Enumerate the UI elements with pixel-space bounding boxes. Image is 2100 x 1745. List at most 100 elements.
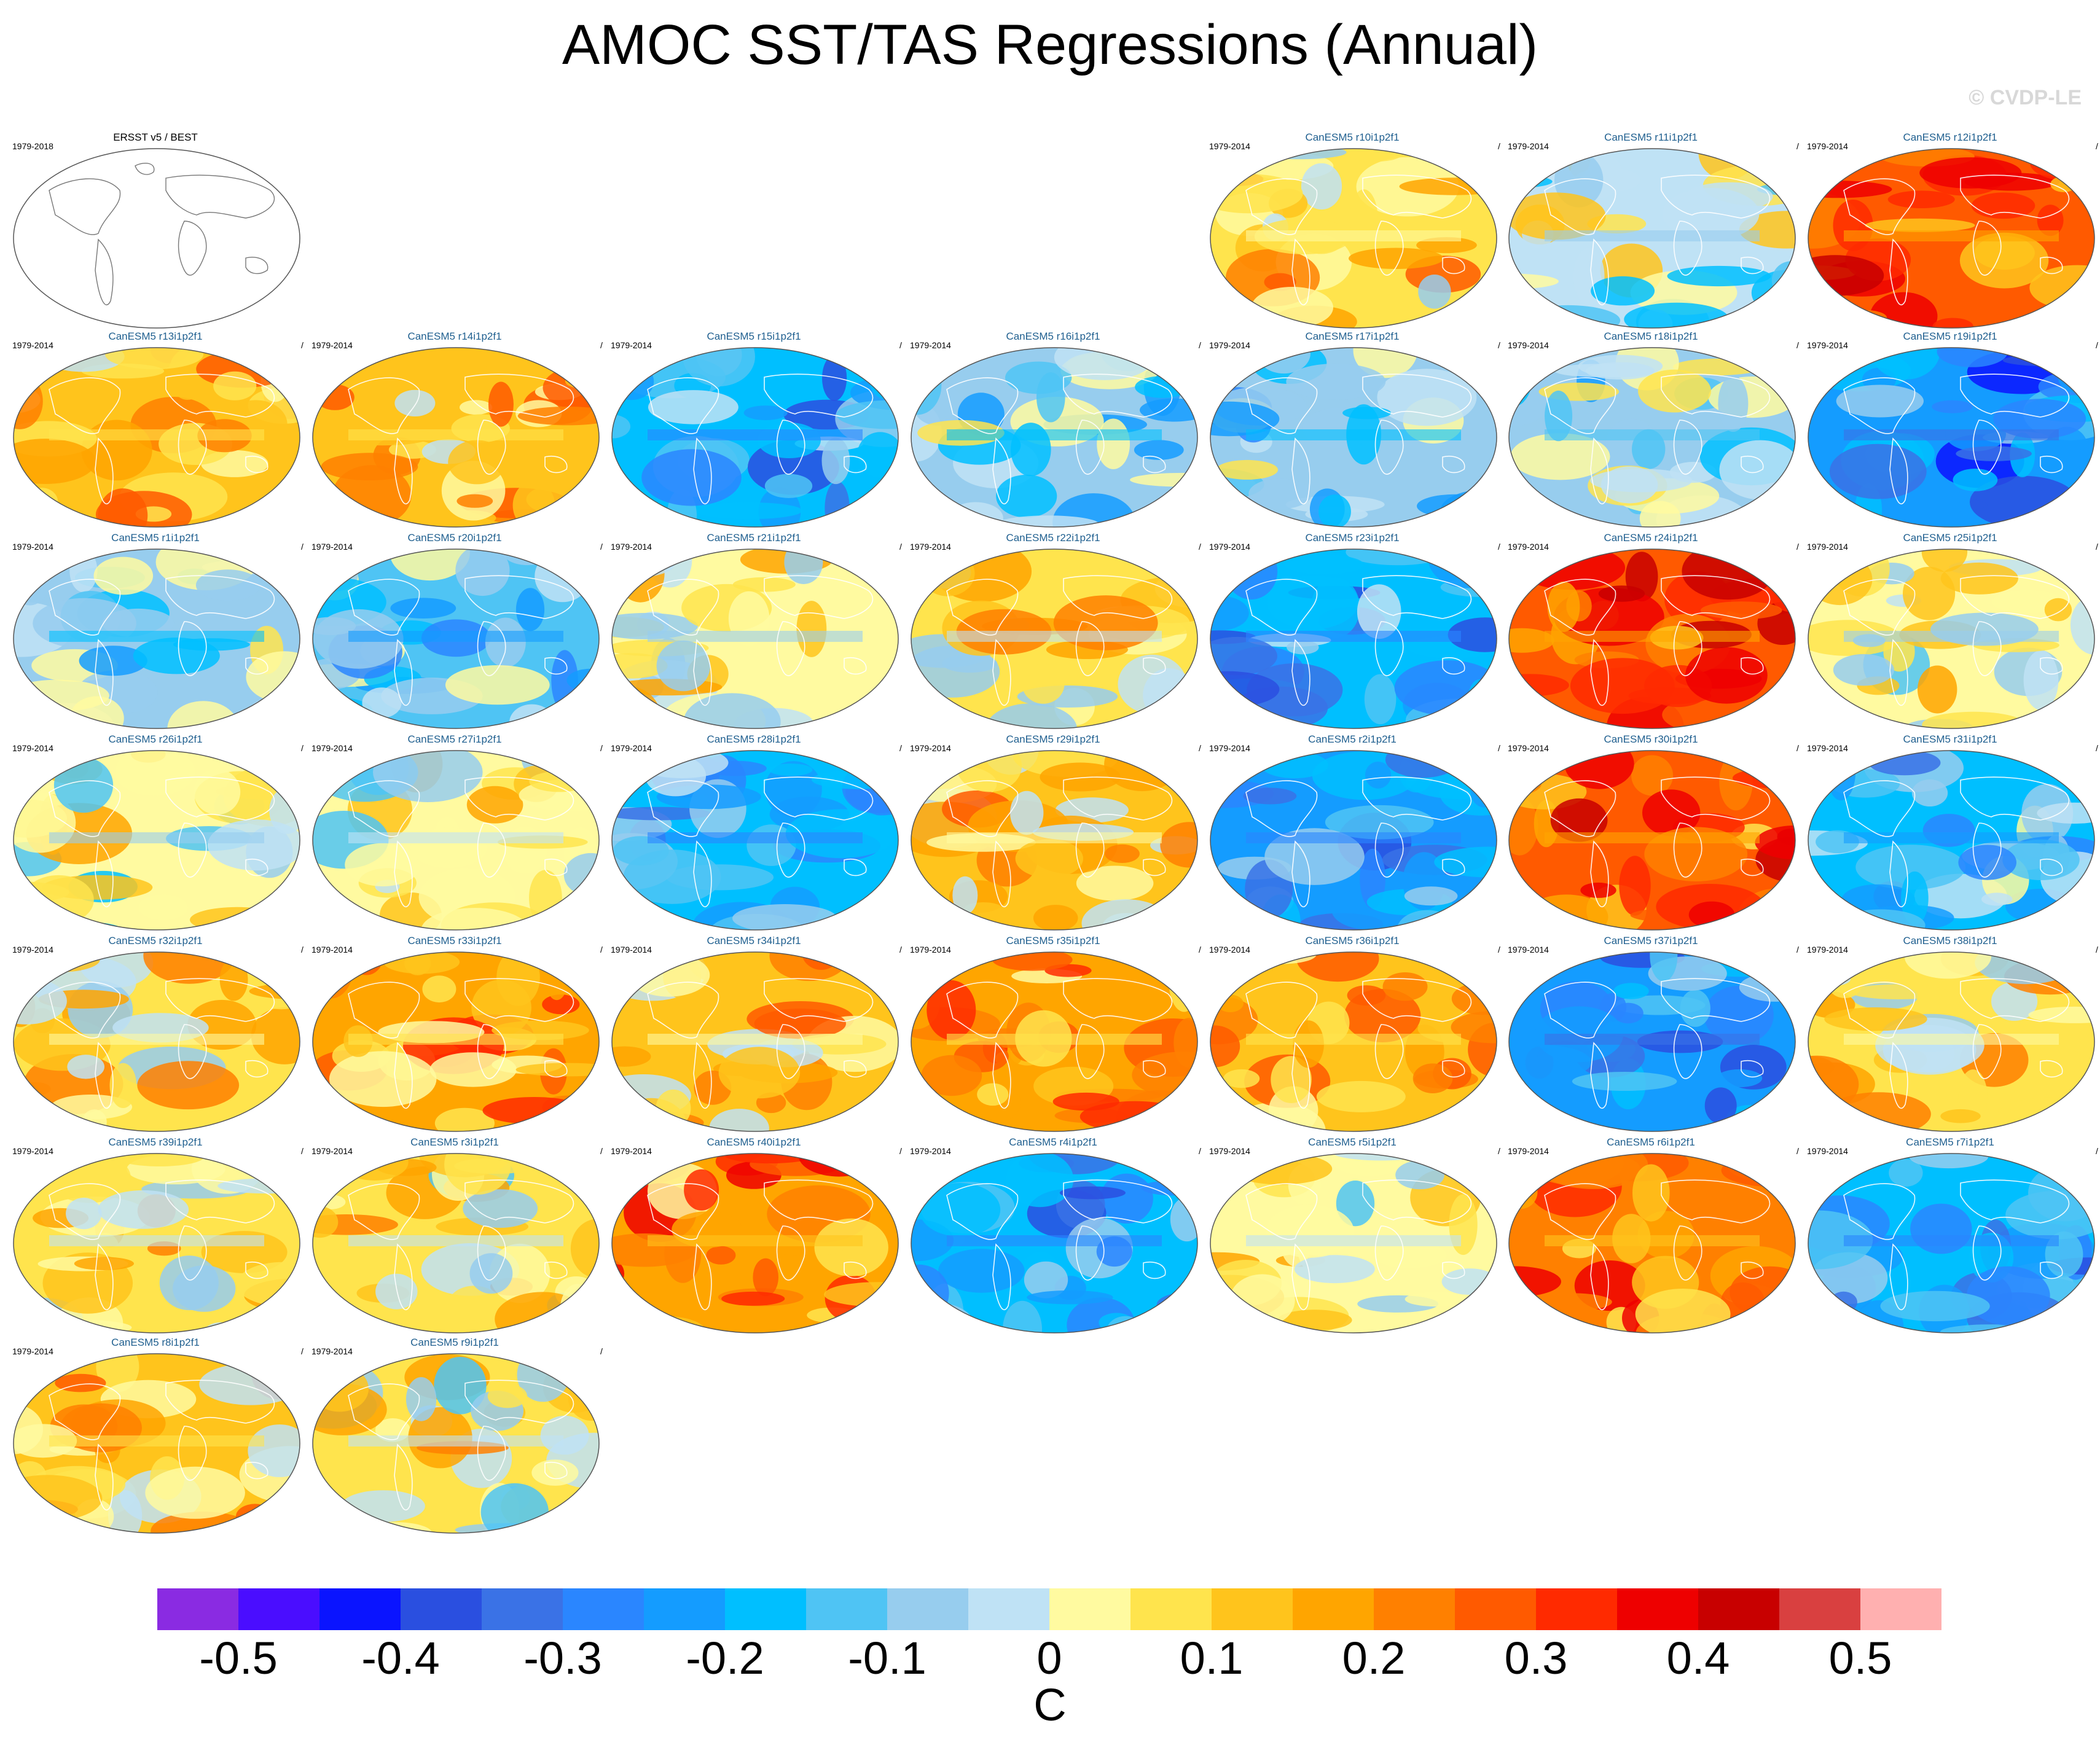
panel-title: CanESM5 r28i1p2f1 xyxy=(707,733,801,745)
anomaly-blob xyxy=(1461,1169,1497,1185)
anomaly-blob xyxy=(2070,595,2094,655)
period-label: 1979-2014 xyxy=(611,340,652,350)
colorbar-tick-label: -0.5 xyxy=(199,1633,278,1684)
anomaly-blob xyxy=(683,693,781,728)
coastlines xyxy=(1544,978,1771,1109)
globe-outline xyxy=(13,951,300,1132)
maps-grid: 1979-2018 ERSST v5 / BEST 1979-2014 CanES… xyxy=(6,129,2099,1534)
panel-title: CanESM5 r15i1p2f1 xyxy=(707,330,801,342)
map-panel: 1979-2014 CanESM5 r10i1p2f1 / xyxy=(1203,129,1502,332)
period-label: 1979-2014 xyxy=(1807,340,1848,350)
coastlines xyxy=(49,978,275,1109)
anomaly-blob xyxy=(213,371,257,400)
equatorial-band xyxy=(49,631,264,642)
colorbar-tick-label: 0.3 xyxy=(1504,1633,1568,1684)
panel-title: CanESM5 r17i1p2f1 xyxy=(1305,330,1400,342)
anomaly-blob xyxy=(1685,182,1773,211)
coastlines xyxy=(49,373,275,505)
anomaly-blob xyxy=(1318,494,1351,527)
equatorial-band xyxy=(49,1034,264,1045)
colorbar-swatch xyxy=(1860,1588,1941,1630)
anomaly-blob xyxy=(1353,348,1418,378)
anomaly-blob xyxy=(1301,163,1342,210)
anomaly-blob xyxy=(1598,585,1645,602)
map-panel: 1979-2014 CanESM5 r23i1p2f1 / xyxy=(1203,529,1502,732)
anomaly-blob xyxy=(1377,369,1477,426)
period-label: 1979-2014 xyxy=(611,1146,652,1156)
anomaly-blob xyxy=(232,550,300,563)
period-label: 1979-2014 xyxy=(611,945,652,954)
globe-outline xyxy=(1808,951,2095,1132)
anomaly-blob xyxy=(641,449,742,506)
equatorial-band xyxy=(1246,631,1461,642)
anomaly-blob xyxy=(1316,1080,1406,1112)
panel-title: CanESM5 r22i1p2f1 xyxy=(1006,532,1100,544)
regression-map xyxy=(13,1153,300,1333)
separator-slash: / xyxy=(899,542,902,552)
globe-outline xyxy=(1210,750,1497,931)
globe-outline xyxy=(312,1153,600,1333)
globe-outline xyxy=(1210,1153,1497,1333)
anomaly-blob xyxy=(836,400,898,429)
anomaly-blob xyxy=(1808,315,1857,328)
anomaly-blob xyxy=(2016,714,2094,728)
separator-slash: / xyxy=(301,945,304,954)
period-label: 1979-2014 xyxy=(1209,743,1250,753)
anomaly-blob xyxy=(1271,1056,1312,1103)
anomaly-blob xyxy=(648,390,739,424)
anomaly-blob xyxy=(466,786,523,824)
separator-slash: / xyxy=(1498,340,1500,350)
equatorial-band xyxy=(49,1435,264,1446)
regression-map xyxy=(1508,347,1796,528)
separator-slash: / xyxy=(899,743,902,753)
regression-map xyxy=(1508,1153,1796,1333)
anomaly-blob xyxy=(105,348,204,370)
equatorial-band xyxy=(947,1235,1162,1246)
anomaly-blob xyxy=(1223,1069,1260,1088)
panel-title: CanESM5 r18i1p2f1 xyxy=(1604,330,1698,342)
anomaly-blob xyxy=(482,1097,586,1125)
anomaly-blob xyxy=(754,1009,846,1039)
anomaly-blob xyxy=(1412,1063,1453,1093)
anomaly-blob xyxy=(1533,1293,1612,1311)
regression-map xyxy=(611,1153,899,1333)
regression-map xyxy=(1508,750,1796,931)
regression-map xyxy=(13,1353,300,1534)
anomaly-blob xyxy=(1147,549,1197,573)
regression-map xyxy=(1508,148,1796,329)
anomaly-blob xyxy=(1382,972,1428,1001)
separator-slash: / xyxy=(2096,945,2098,954)
map-panel: 1979-2014 CanESM5 r13i1p2f1 / xyxy=(6,328,305,531)
anomaly-blob xyxy=(1632,1164,1670,1222)
anomaly-blob xyxy=(469,1253,513,1294)
anomaly-blob xyxy=(1940,562,2018,595)
anomaly-blob xyxy=(1547,581,1580,632)
panel-title: CanESM5 r29i1p2f1 xyxy=(1006,733,1100,745)
anomaly-blob xyxy=(167,701,240,728)
anomaly-blob xyxy=(98,1190,189,1229)
globe-outline xyxy=(312,750,600,931)
map-panel: 1979-2014 CanESM5 r12i1p2f1 / xyxy=(1801,129,2099,332)
globe-outline xyxy=(312,951,600,1132)
period-label: 1979-2014 xyxy=(1209,542,1250,552)
colorbar-swatch xyxy=(401,1588,482,1630)
anomaly-blob xyxy=(656,640,710,692)
period-label: 1979-2014 xyxy=(1508,1146,1549,1156)
anomaly-blob xyxy=(1956,446,2032,461)
regression-map xyxy=(1808,148,2095,329)
regression-map xyxy=(1508,548,1796,729)
globe-outline xyxy=(312,1353,600,1534)
panel-title: CanESM5 r8i1p2f1 xyxy=(111,1337,200,1348)
anomaly-blob xyxy=(1006,1154,1074,1208)
equatorial-band xyxy=(348,429,563,440)
globe-outline xyxy=(911,951,1198,1132)
anomaly-blob xyxy=(531,1459,579,1486)
period-label: 1979-2014 xyxy=(12,340,53,350)
coastlines xyxy=(49,162,275,306)
map-panel: 1979-2014 CanESM5 r35i1p2f1 / xyxy=(904,932,1202,1135)
anomaly-blob xyxy=(1828,972,1862,999)
anomaly-blob xyxy=(488,381,514,427)
anomaly-blob xyxy=(938,1249,1025,1293)
regression-map xyxy=(1508,951,1796,1132)
panel-title: CanESM5 r40i1p2f1 xyxy=(707,1136,801,1148)
